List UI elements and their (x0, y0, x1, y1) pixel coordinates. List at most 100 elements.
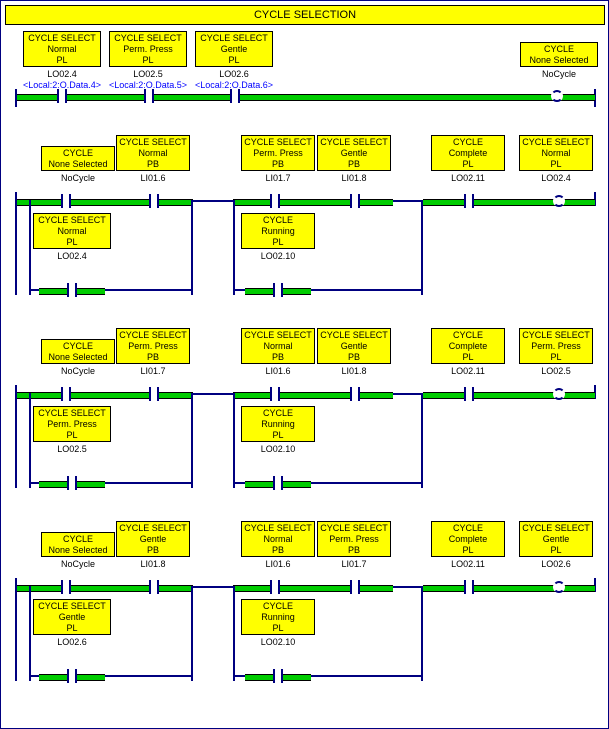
out-box: CYCLE None Selected (520, 42, 598, 67)
inst-box: CYCLE SELECTPerm. PressPL (33, 406, 111, 442)
contact (245, 669, 311, 683)
box-line: PL (34, 430, 110, 441)
box-line: CYCLE (521, 44, 597, 55)
wire (393, 393, 423, 395)
tag-label: LI01.6 (116, 173, 190, 183)
tag-label: LI01.7 (317, 559, 391, 569)
wire (233, 675, 245, 677)
box-line: CYCLE SELECT (24, 33, 100, 44)
tag-label: LO02.11 (431, 366, 505, 376)
wire (29, 675, 39, 677)
box-line: Gentle (318, 341, 390, 352)
box-line: CYCLE (432, 137, 504, 148)
tag-label: LI01.6 (241, 366, 315, 376)
wire (29, 393, 31, 488)
box-line: PL (24, 55, 100, 66)
inst-box: CYCLE SELECTGentlePB (317, 135, 391, 171)
inst-box: CYCLE SELECT Normal PL (23, 31, 101, 67)
box-line: PL (242, 623, 314, 634)
box-line: CYCLE SELECT (520, 137, 592, 148)
tag-label: LI01.8 (317, 366, 391, 376)
box-line: None Selected (42, 159, 114, 170)
tag-label: NoCycle (41, 366, 115, 376)
box-line: PL (196, 55, 272, 66)
contact (233, 194, 317, 208)
box-line: CYCLE SELECT (318, 523, 390, 534)
box-line: PL (520, 545, 592, 556)
inst-box: CYCLE SELECTPerm. PressPB (116, 328, 190, 364)
inst-box: CYCLENone Selected (41, 339, 115, 364)
box-line: Normal (242, 534, 314, 545)
tag-label: LO02.5 (109, 69, 187, 79)
box-line: PL (432, 159, 504, 170)
contact (115, 387, 193, 401)
inst-box: CYCLE SELECTPerm. PressPB (317, 521, 391, 557)
tag-label: LO02.5 (33, 444, 111, 454)
wire (191, 200, 193, 295)
box-line: CYCLE SELECT (242, 330, 314, 341)
wire (393, 200, 423, 202)
contact (317, 387, 393, 401)
box-line: PL (110, 55, 186, 66)
box-line: Normal (24, 44, 100, 55)
inst-box: CYCLECompletePL (431, 521, 505, 557)
inst-box: CYCLECompletePL (431, 135, 505, 171)
box-line: CYCLE SELECT (117, 523, 189, 534)
wire (193, 200, 233, 202)
tag-label: LO02.6 (195, 69, 273, 79)
box-line: Normal (117, 148, 189, 159)
box-line: CYCLE (242, 408, 314, 419)
box-line: Perm. Press (318, 534, 390, 545)
box-line: None Selected (42, 545, 114, 556)
contact (233, 387, 317, 401)
wire (29, 289, 39, 291)
box-line: CYCLE SELECT (110, 33, 186, 44)
box-line: None Selected (521, 55, 597, 66)
wire (105, 289, 193, 291)
wire (191, 393, 193, 488)
box-line: Gentle (196, 44, 272, 55)
box-line: Perm. Press (520, 341, 592, 352)
tag-label: LO02.4 (23, 69, 101, 79)
contact (17, 580, 115, 594)
box-line: Gentle (318, 148, 390, 159)
contact (245, 283, 311, 297)
title-bar: CYCLE SELECTION (5, 5, 605, 25)
box-line: PL (34, 237, 110, 248)
contact (317, 580, 393, 594)
box-line: CYCLE SELECT (318, 330, 390, 341)
inst-box: CYCLE SELECTGentlePL (33, 599, 111, 635)
contact (115, 580, 193, 594)
inst-box: CYCLERunningPL (241, 406, 315, 442)
wire (393, 586, 423, 588)
wire (233, 200, 235, 295)
tag-label: LI01.7 (241, 173, 315, 183)
inst-box: CYCLE SELECT Perm. Press PL (109, 31, 187, 67)
box-line: Running (242, 612, 314, 623)
box-line: PL (242, 430, 314, 441)
tag-label: LO02.11 (431, 559, 505, 569)
wire (233, 586, 235, 681)
contact (107, 89, 191, 103)
coil (515, 580, 595, 594)
box-line: Running (242, 419, 314, 430)
box-line: Complete (432, 341, 504, 352)
box-line: CYCLE (42, 534, 114, 545)
tag-label: LO02.5 (519, 366, 593, 376)
inst-box: CYCLE SELECT Gentle PL (195, 31, 273, 67)
contact (245, 476, 311, 490)
box-line: Perm. Press (242, 148, 314, 159)
box-line: CYCLE SELECT (34, 215, 110, 226)
contact (423, 580, 515, 594)
ladder-diagram: CYCLE SELECTION CYCLE SELECT Normal PL L… (0, 0, 609, 729)
box-line: CYCLE SELECT (318, 137, 390, 148)
wire (311, 482, 423, 484)
box-line: CYCLE (42, 148, 114, 159)
coil (515, 194, 595, 208)
box-line: PB (117, 352, 189, 363)
tag-label: LO02.10 (241, 251, 315, 261)
inst-box: CYCLERunningPL (241, 599, 315, 635)
tag-label: LO02.10 (241, 637, 315, 647)
contact (233, 580, 317, 594)
box-line: PB (318, 352, 390, 363)
